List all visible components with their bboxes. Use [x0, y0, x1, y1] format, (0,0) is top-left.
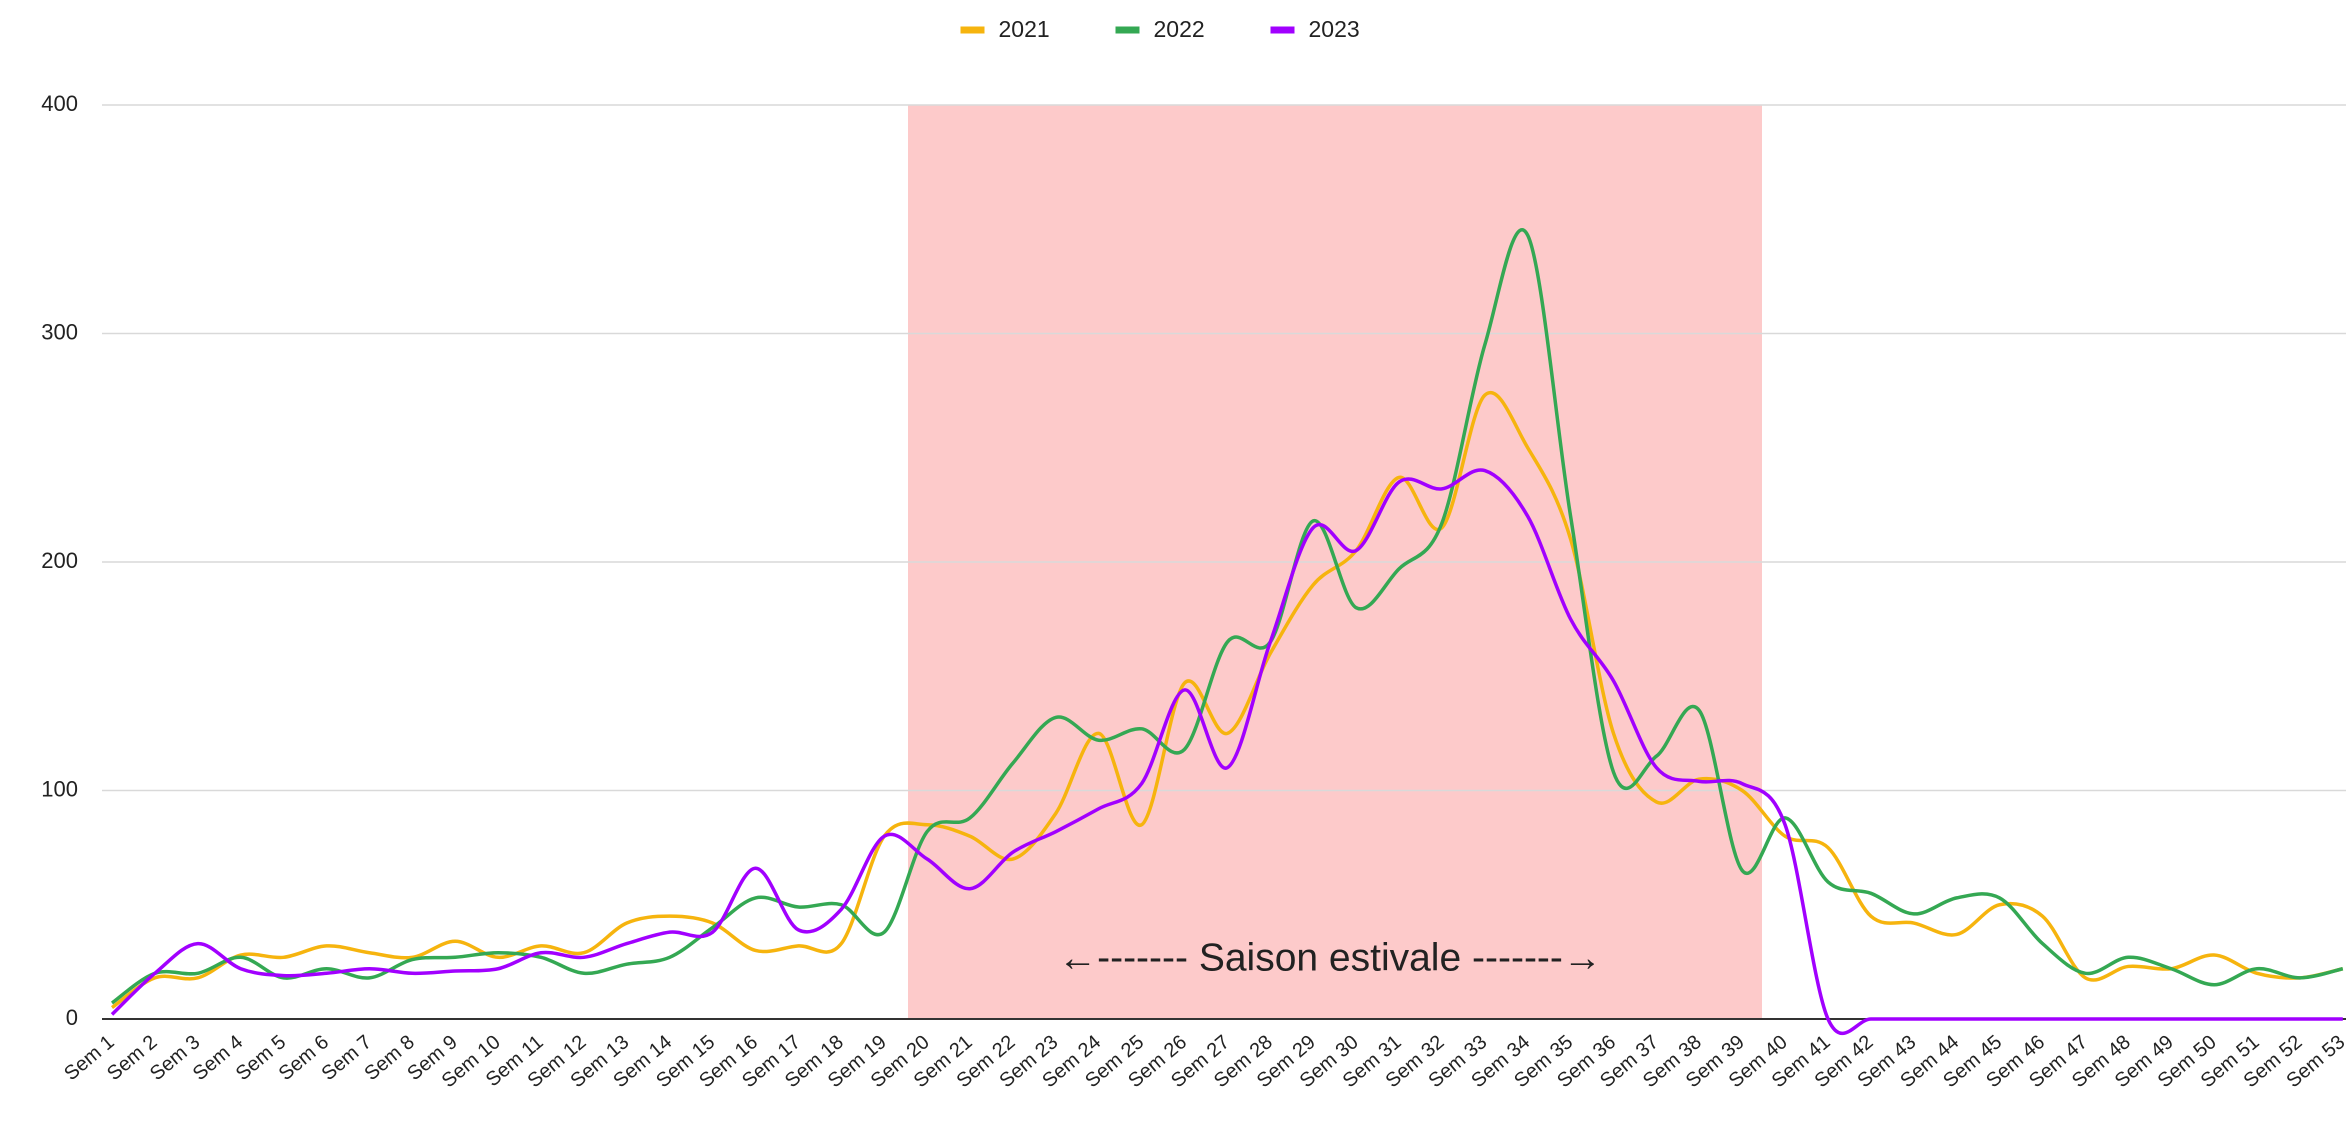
series-line [110, 468, 2343, 1036]
legend-label: 2022 [1154, 16, 1205, 42]
series-line [110, 228, 2344, 1005]
y-tick-label: 400 [41, 91, 78, 116]
y-tick-label: 100 [41, 776, 78, 801]
legend-label: 2021 [999, 16, 1050, 42]
annotation: ←------- Saison estivale -------→ [1058, 936, 1602, 979]
legend-label: 2023 [1309, 16, 1360, 42]
series-line [110, 391, 2344, 1010]
y-tick-label: 0 [66, 1005, 78, 1030]
y-tick-label: 200 [41, 548, 78, 573]
y-tick-label: 300 [41, 319, 78, 344]
